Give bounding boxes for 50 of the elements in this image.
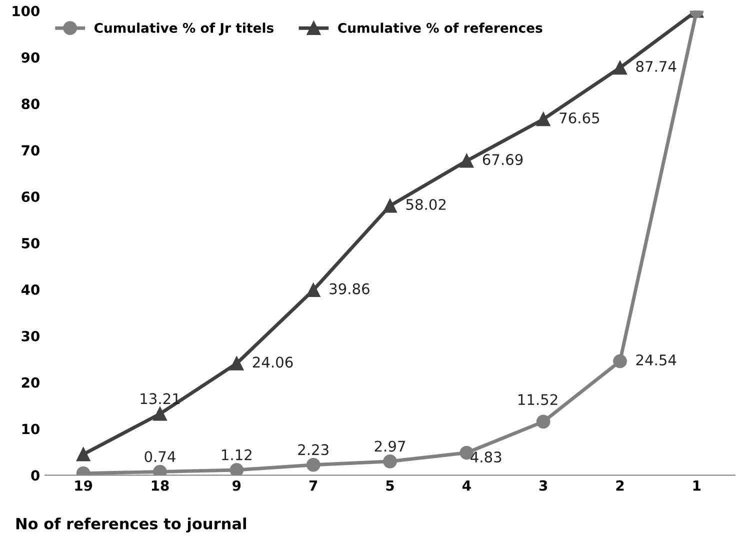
y-tick-label: 90 [22,52,40,63]
data-label: 39.86 [330,283,370,294]
y-tick-label: 100 [12,6,40,16]
x-tick-label: 4 [462,480,471,491]
data-label: 76.65 [560,112,600,124]
legend-label: Cumulative % of references [338,22,542,33]
y-tick-label: 20 [22,377,40,388]
data-label: 11.52 [518,394,558,406]
x-axis-title: No of references to journal [16,518,246,532]
x-tick-label: 1 [693,480,701,491]
point [383,454,397,468]
point [76,447,90,462]
point [536,414,550,429]
y-tick-label: 70 [22,145,40,156]
legend-label: Cumulative % of Jr titels [94,22,274,36]
point [613,60,627,75]
y-tick-label: 40 [21,284,40,295]
y-tick-label: 30 [22,330,40,342]
x-tick-label: 2 [616,480,624,491]
data-label: 0.74 [144,451,176,462]
point [536,112,550,126]
point [306,283,320,298]
point [153,406,167,421]
point [613,354,627,368]
data-label: 24.06 [252,356,293,368]
data-label: 13.21 [140,393,180,404]
data-label: 2.97 [374,440,405,452]
data-label: 1.12 [222,449,252,460]
data-label: 24.54 [636,354,676,366]
x-tick-label: 9 [232,480,241,491]
x-tick-label: 19 [75,480,92,491]
x-tick-label: 5 [386,480,394,491]
y-tick-label: 10 [22,424,40,434]
data-label: 87.74 [636,60,676,72]
x-tick-label: 7 [309,480,318,491]
y-tick-label: 0 [31,470,40,481]
x-tick-label: 18 [152,480,169,491]
x-tick-label: 3 [539,480,548,491]
data-label: 67.69 [482,154,523,166]
y-tick-label: 60 [22,192,40,202]
point [230,356,244,370]
y-tick-label: 80 [22,98,40,110]
point [306,458,320,472]
point [460,154,474,168]
y-tick-label: 50 [22,238,40,248]
data-label: 4.83 [470,452,502,463]
data-label: 58.02 [406,198,446,210]
data-label: 2.23 [298,444,328,456]
point [383,198,397,213]
point [230,463,244,476]
